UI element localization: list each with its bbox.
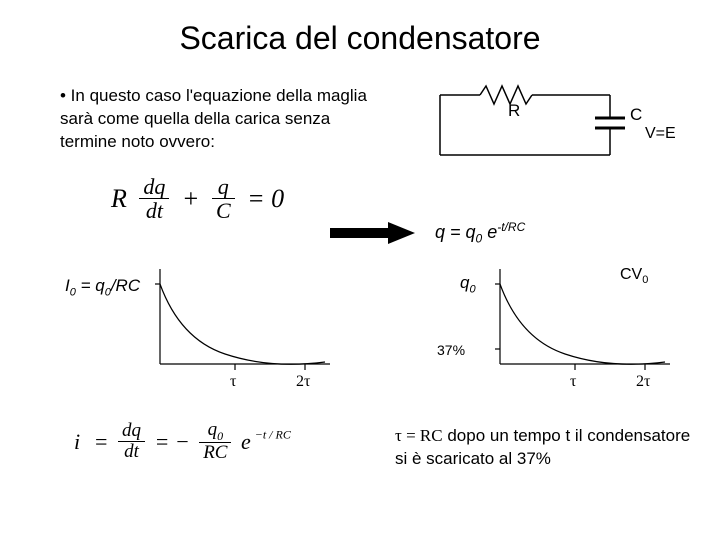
- charge-decay-graph: τ 2τ: [480, 264, 680, 394]
- slide-title: Scarica del condensatore: [0, 20, 720, 57]
- resistor-label: R: [508, 101, 520, 120]
- left-graph-y-label: I0 = q0/RC: [65, 276, 140, 298]
- voltage-label: V=E: [645, 125, 676, 142]
- right-tick-tau: τ: [570, 373, 577, 390]
- bullet-description: • In questo caso l'equazione della magli…: [60, 85, 385, 154]
- current-equation: i = dqdt = − q0RC e−t / RC: [70, 420, 291, 463]
- right-tick-2tau: 2τ: [636, 373, 651, 390]
- left-tick-tau: τ: [230, 373, 237, 390]
- loop-equation: R dqdt + qC = 0: [105, 175, 290, 222]
- current-decay-graph: τ 2τ: [140, 264, 340, 394]
- solution-equation: q = q0 e-t/RC: [435, 220, 525, 246]
- percent-37-label: 37%: [437, 342, 465, 358]
- implies-arrow-icon: [330, 222, 415, 244]
- left-tick-2tau: 2τ: [296, 373, 311, 390]
- right-graph-y-label: q0: [460, 273, 476, 295]
- circuit-diagram: R C V=E: [420, 80, 680, 170]
- capacitor-label: C: [630, 105, 642, 124]
- tau-note: τ = RC dopo un tempo t il condensatore s…: [395, 425, 705, 471]
